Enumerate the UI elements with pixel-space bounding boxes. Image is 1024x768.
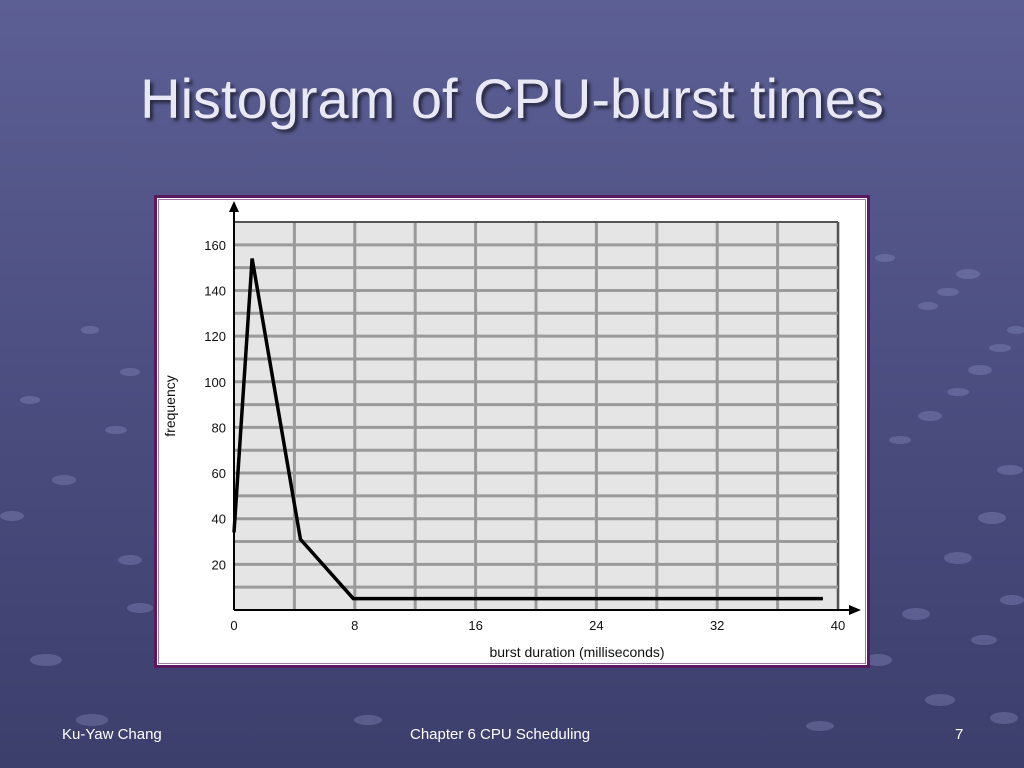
frequency-series-line — [232, 258, 823, 601]
x-axis-label: burst duration (milliseconds) — [489, 644, 664, 660]
slide-title: Histogram of CPU-burst times — [140, 67, 884, 130]
footer-page-number: 7 — [955, 726, 964, 743]
x-tick-label: 24 — [589, 618, 603, 633]
x-tick-label: 8 — [351, 618, 358, 633]
y-axis-label: frequency — [162, 375, 178, 436]
x-tick-label: 32 — [710, 618, 724, 633]
y-tick-label: 160 — [204, 238, 226, 253]
footer-chapter: Chapter 6 CPU Scheduling — [410, 726, 591, 743]
y-tick-label: 60 — [212, 466, 226, 481]
chart-frame: 20 40 60 80 100 120 140 160 0 8 16 24 32 40 burst dura… — [154, 195, 870, 668]
chart-frame-inner-border — [158, 199, 866, 664]
x-axis-arrow — [849, 605, 861, 615]
x-tick-label: 40 — [831, 618, 845, 633]
y-tick-label: 120 — [204, 329, 226, 344]
y-tick-label: 40 — [212, 512, 226, 527]
x-tick-label: 16 — [468, 618, 482, 633]
y-axis-arrow — [229, 201, 239, 212]
footer-author: Ku-Yaw Chang — [62, 726, 162, 743]
y-tick-label: 100 — [204, 375, 226, 390]
cpu-burst-histogram-chart: 20 40 60 80 100 120 140 160 0 8 16 24 32 40 burst dura… — [162, 201, 861, 660]
y-tick-label: 80 — [212, 420, 226, 435]
y-tick-label: 20 — [212, 557, 226, 572]
x-tick-label: 0 — [230, 618, 237, 633]
y-tick-label: 140 — [204, 283, 226, 298]
